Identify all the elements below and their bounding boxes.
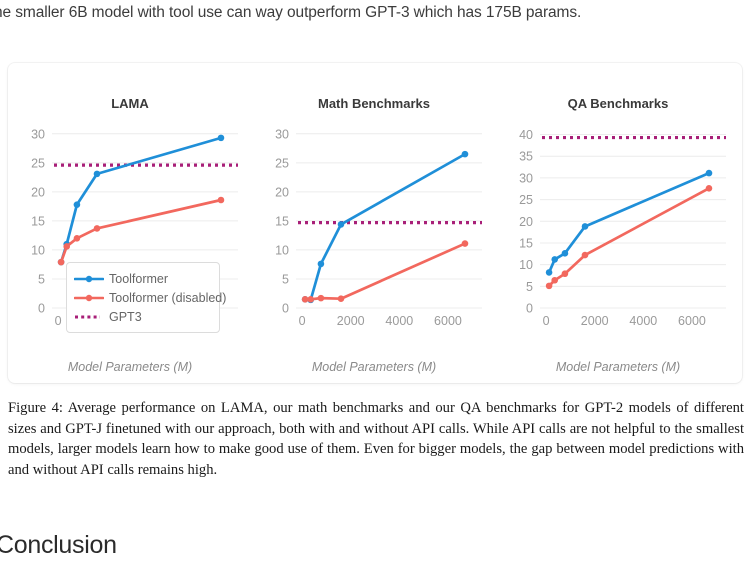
y-axis-tick-label: 30 [31,127,45,141]
y-axis-tick-label: 20 [275,185,289,199]
y-axis-tick-label: 15 [275,214,289,228]
series-data-point [461,240,469,247]
series-data-point [73,201,81,208]
x-axis-tick-label: 0 [55,314,62,328]
series-data-point [93,170,101,178]
x-axis-tick-label: 4000 [629,314,657,328]
legend-swatch-line-icon [74,294,104,301]
chart-title: QA Benchmarks [567,96,669,111]
chart-panel-math-benchmarks: Math Benchmarks 0 5 10 15 20 25 30 0 2000 4000 600… [252,63,496,383]
series-data-point [561,270,569,278]
series-line [59,136,223,264]
y-axis-tick-label: 30 [275,127,289,141]
y-axis-tick-label: 15 [31,214,45,228]
series-data-point [73,235,81,242]
series-data-point [337,295,345,303]
chart-title: Math Benchmarks [318,96,430,111]
legend-item-gpt3: GPT3 [74,307,212,326]
x-axis-label: Model Parameters (M) [311,360,437,374]
y-axis-tick-label: 10 [519,258,533,272]
figure-caption: Figure 4: Average performance on LAMA, o… [8,400,744,479]
series-data-point [93,225,101,232]
series-data-point [581,223,589,230]
series-data-point [63,243,71,250]
x-axis-tick-label: 0 [299,314,306,328]
y-axis-tick-label: 35 [519,150,533,164]
series-data-point [551,256,559,263]
section-heading-conclusion: Conclusion [0,531,117,559]
y-axis-tick-label: 20 [519,215,533,229]
series-data-point [581,251,589,259]
series-data-point [561,250,569,257]
legend-label: Toolformer (disabled) [109,290,227,305]
chart-svg: 0 5 10 15 20 25 30 0 2000 4000 6000 [275,127,482,328]
series-data-point [217,134,225,142]
legend-item-toolformer: Toolformer [74,269,212,288]
y-axis-tick-label: 5 [526,280,533,294]
series-data-point [217,196,225,204]
legend-swatch-line-icon [74,275,104,282]
series-data-point [545,269,553,276]
chart-panel-qa-benchmarks: QA Benchmarks 0 5 10 15 20 25 30 35 40 0 2000 4000 6… [496,63,740,383]
series-line [303,242,467,301]
series-line [547,171,711,274]
series-data-point [317,294,325,302]
x-axis-tick-label: 6000 [678,314,706,328]
y-axis-tick-label: 40 [519,128,533,142]
chart-title: LAMA [111,96,149,111]
x-axis-label: Model Parameters (M) [555,360,681,374]
y-axis-tick-label: 30 [519,171,533,185]
series-data-point [545,282,553,290]
y-axis-tick-label: 5 [282,272,289,286]
legend-label: GPT3 [109,309,142,324]
y-axis-tick-label: 25 [275,156,289,170]
x-axis-tick-label: 0 [543,314,550,328]
chart-svg: 0 5 10 15 20 25 30 35 40 0 2000 4000 6000 [519,128,726,328]
series-data-point [307,295,315,303]
y-axis-tick-label: 25 [519,193,533,207]
legend-label: Toolformer [109,271,169,286]
series-line [547,186,711,288]
x-axis-label: Model Parameters (M) [67,360,193,374]
legend-swatch-dotted-icon [75,315,100,318]
plot-area-math: 0 5 10 15 20 25 30 0 2000 4000 6000 [252,118,496,338]
series-data-point [337,221,345,228]
plot-area-qa: 0 5 10 15 20 25 30 35 40 0 2000 4000 6000 [496,118,740,338]
x-axis-tick-label: 2000 [337,314,365,328]
series-data-point [317,260,325,268]
series-data-point [301,295,309,303]
y-axis-tick-label: 5 [38,272,45,286]
y-axis-tick-label: 0 [38,302,45,316]
series-data-point [551,276,559,284]
series-line [59,198,223,264]
series-data-point [461,150,469,158]
x-axis-tick-label: 6000 [434,314,462,328]
y-axis-tick-label: 25 [31,156,45,170]
y-axis-tick-label: 0 [526,302,533,316]
series-data-point [57,258,65,266]
y-axis-tick-label: 10 [31,243,45,257]
x-axis-tick-label: 2000 [581,314,609,328]
y-axis-tick-label: 20 [31,185,45,199]
y-axis-tick-label: 10 [275,243,289,257]
series-data-point [705,184,713,192]
y-axis-tick-label: 15 [519,236,533,250]
x-axis-tick-label: 4000 [385,314,413,328]
legend-item-toolformer-disabled: Toolformer (disabled) [74,288,226,307]
y-axis-tick-label: 0 [282,302,289,316]
chart-legend: Toolformer Toolformer (disabled) GPT3 [66,262,226,333]
top-paragraph-text: he smaller 6B model with tool use can wa… [0,4,582,21]
series-data-point [705,169,713,177]
